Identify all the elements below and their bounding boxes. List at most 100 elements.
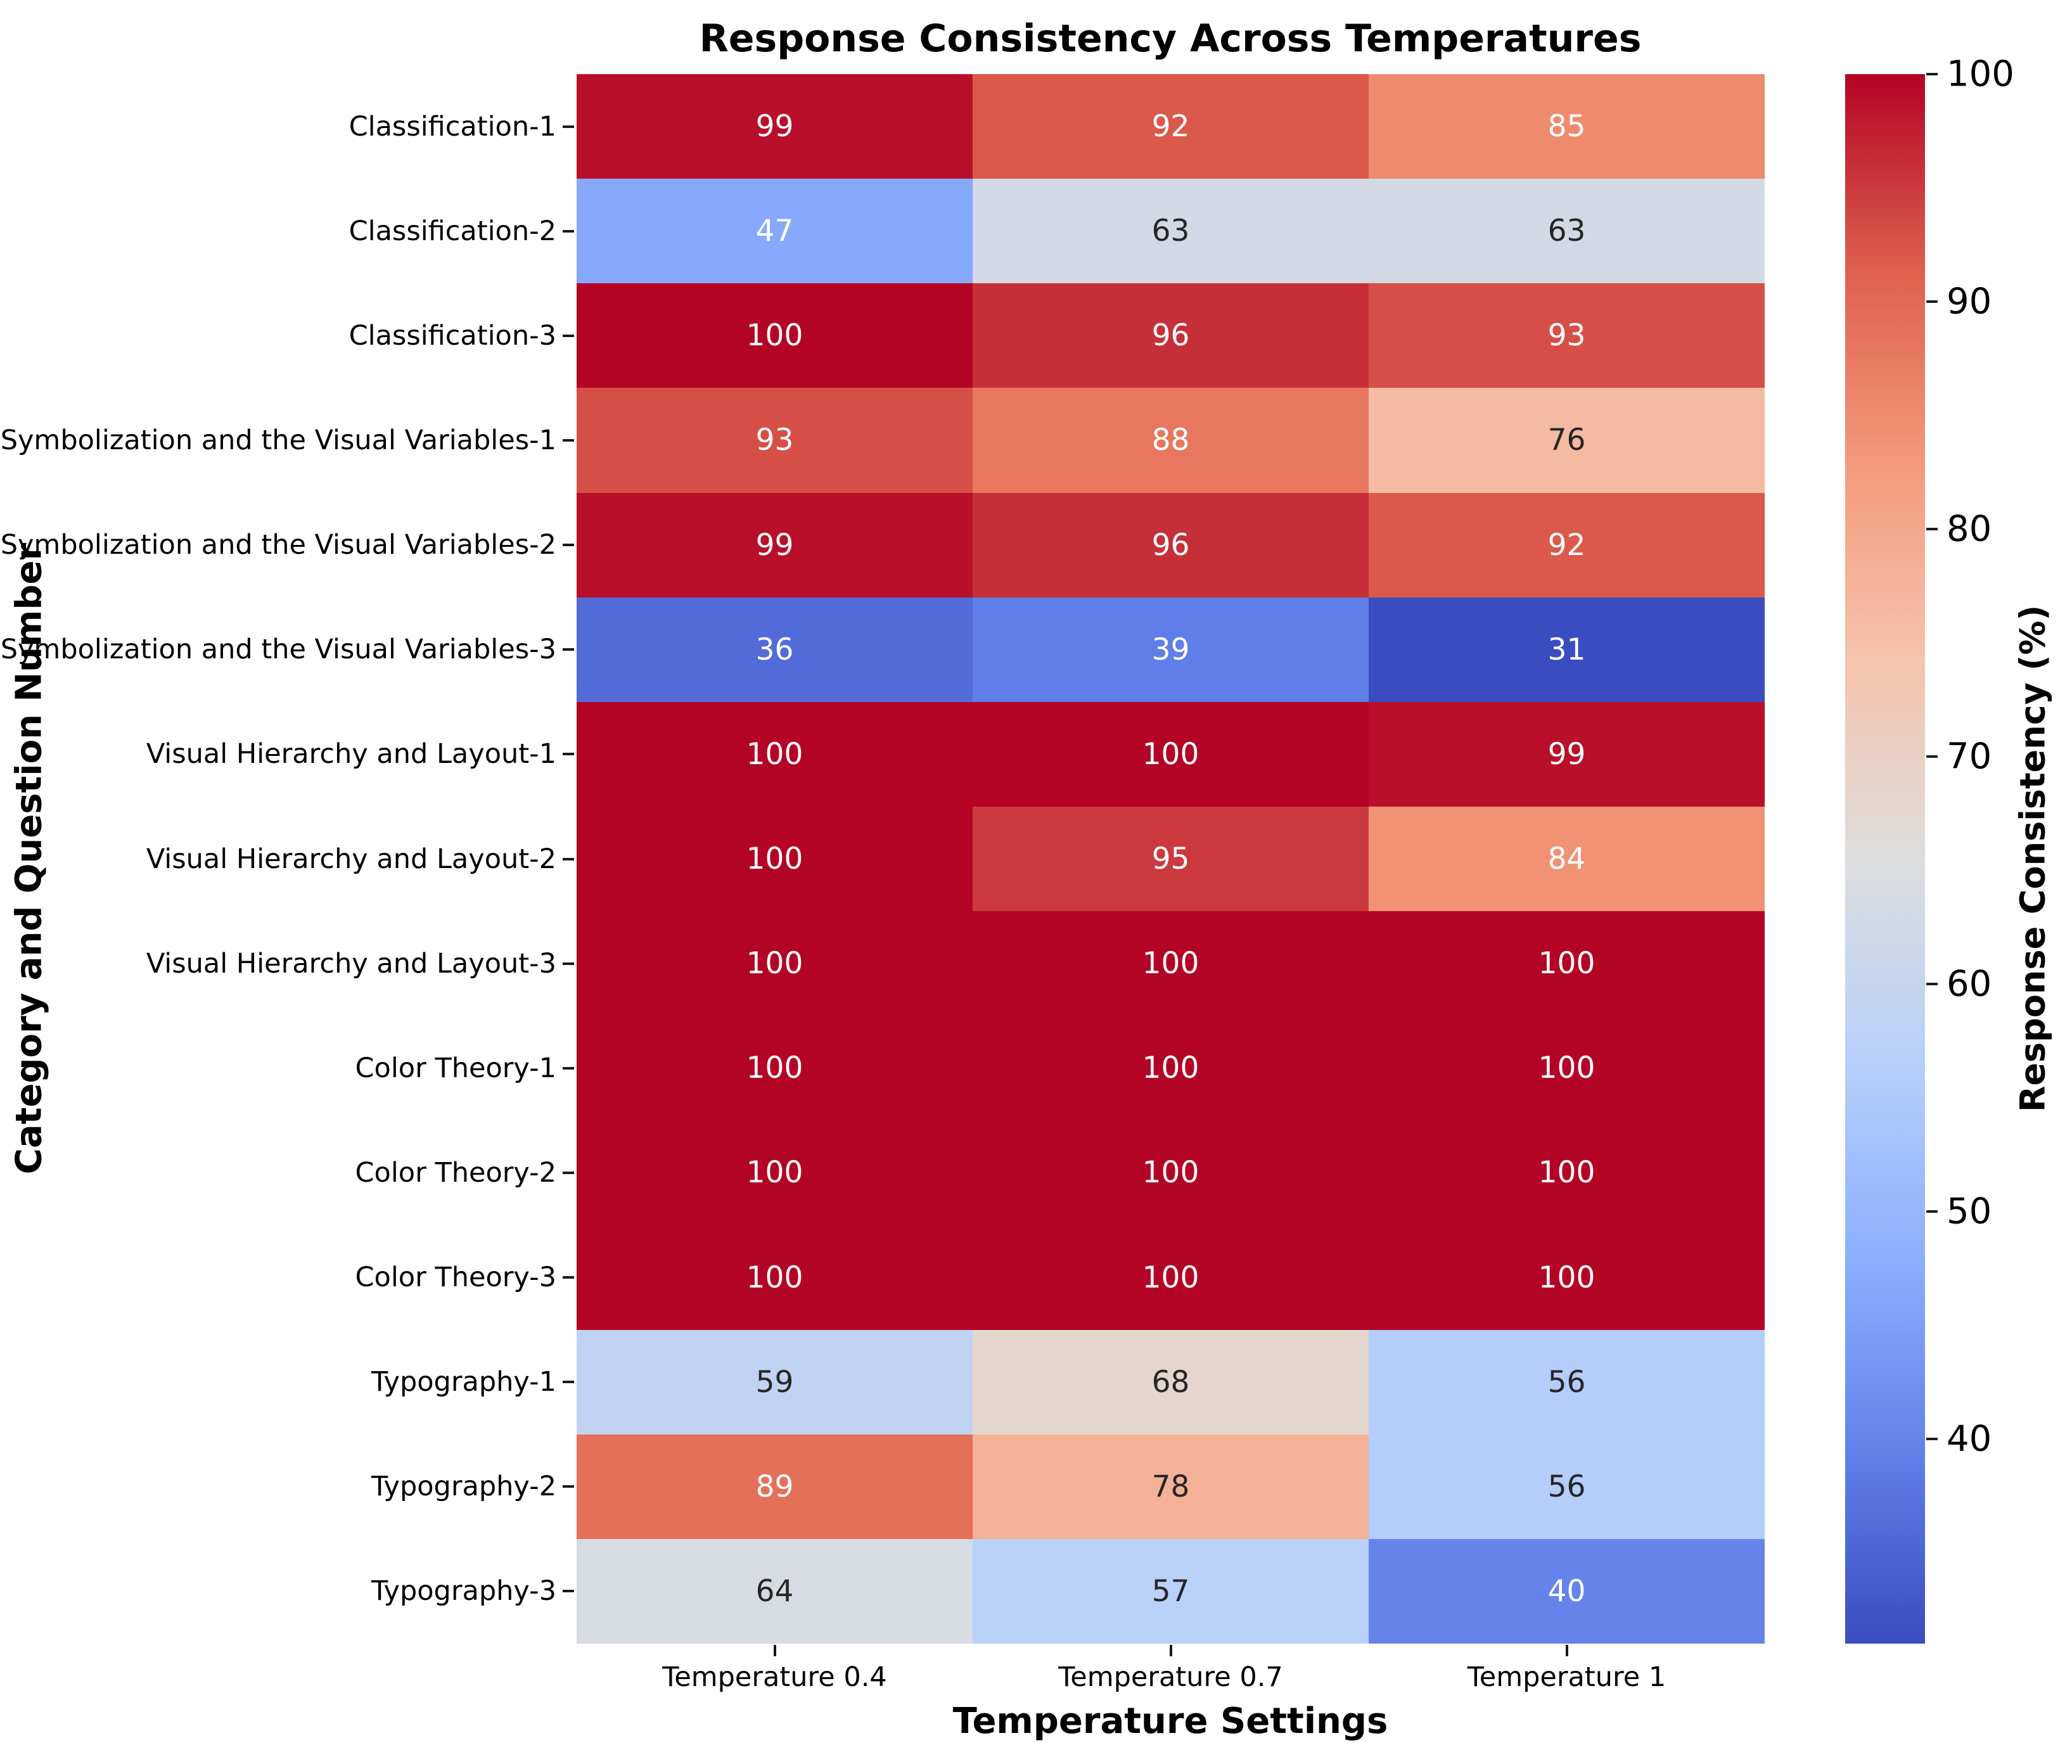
cell-value: 59 [755,1364,794,1400]
chart-title: Response Consistency Across Temperatures [699,16,1642,61]
heatmap-cell: 76 [1369,388,1765,493]
heatmap-cell: 100 [577,701,973,807]
colorbar-tick-mark [1926,1210,1938,1213]
heatmap-cell: 92 [1369,492,1765,598]
cell-value: 31 [1547,632,1586,667]
colorbar-tick-mark [1926,300,1938,303]
y-tick-mark [563,753,574,756]
cell-value: 85 [1547,109,1586,144]
heatmap-cell: 100 [973,701,1369,807]
colorbar-tick-label: 60 [1947,963,1992,1005]
cell-value: 100 [1538,1051,1596,1086]
cell-value: 100 [746,1051,803,1086]
cell-value: 100 [746,946,803,981]
cell-value: 68 [1151,1364,1190,1400]
cell-value: 39 [1151,632,1190,667]
heatmap-cell: 100 [577,1120,973,1225]
cell-value: 93 [755,423,794,458]
heatmap-cell: 100 [973,1016,1369,1121]
heatmap-cell: 100 [973,1225,1369,1330]
heatmap-cell: 36 [577,597,973,702]
colorbar-tick-mark [1926,527,1938,530]
cell-value: 76 [1547,423,1586,458]
cell-value: 47 [755,214,794,249]
heatmap-cell: 39 [973,597,1369,702]
y-tick-mark [563,1066,574,1070]
heatmap-cell: 88 [973,388,1369,493]
y-tick-mark [563,334,574,337]
cell-value: 63 [1547,214,1586,249]
heatmap-cell: 100 [973,1120,1369,1225]
row-tick-label: Visual Hierarchy and Layout-2 [146,843,556,875]
heatmap-cell: 100 [1369,1225,1765,1330]
heatmap-cell: 68 [973,1329,1369,1435]
heatmap-cell: 84 [1369,806,1765,912]
row-tick-label: Classification-2 [349,215,556,247]
heatmap-cell: 99 [577,74,973,179]
heatmap-cell: 78 [973,1434,1369,1539]
cell-value: 88 [1151,423,1190,458]
colorbar-tick-mark [1926,982,1938,985]
cell-value: 100 [1538,1260,1596,1295]
colorbar-tick-mark [1926,1437,1938,1440]
row-tick-label: Visual Hierarchy and Layout-3 [146,947,556,980]
col-tick-label: Temperature 0.4 [662,1661,887,1693]
cell-value: 96 [1151,318,1190,354]
row-tick-label: Typography-1 [371,1366,556,1398]
cell-value: 100 [1142,1155,1199,1191]
cell-value: 56 [1547,1469,1586,1504]
cell-value: 56 [1547,1364,1586,1400]
col-tick-label: Temperature 0.7 [1058,1661,1283,1693]
heatmap-cell: 96 [973,492,1369,598]
row-tick-label: Visual Hierarchy and Layout-1 [146,738,556,770]
heatmap-cell: 99 [577,492,973,598]
heatmap-cell: 96 [973,283,1369,388]
heatmap-cell: 100 [1369,911,1765,1016]
cell-value: 100 [746,318,803,354]
x-tick-mark [773,1645,776,1656]
row-tick-label: Symbolization and the Visual Variables-3 [0,634,556,666]
x-tick-mark [1169,1645,1172,1656]
heatmap-cell: 100 [577,1016,973,1121]
cell-value: 89 [755,1469,794,1504]
heatmap-cell: 31 [1369,597,1765,702]
y-tick-mark [563,1485,574,1488]
row-tick-label: Typography-2 [371,1471,556,1503]
col-tick-label: Temperature 1 [1467,1661,1666,1693]
cell-value: 84 [1547,841,1586,876]
cell-value: 93 [1547,318,1586,354]
colorbar-tick-label: 40 [1947,1418,1992,1460]
y-tick-mark [563,648,574,651]
colorbar-gradient [1845,74,1925,1644]
cell-value: 99 [755,109,794,144]
colorbar-label: Response Consistency (%) [2012,604,2053,1113]
cell-value: 100 [746,736,803,772]
x-axis-label: Temperature Settings [952,1701,1388,1742]
cell-value: 92 [1151,109,1190,144]
cell-value: 100 [1142,946,1199,981]
y-tick-mark [563,962,574,965]
y-tick-mark [563,544,574,547]
row-tick-label: Symbolization and the Visual Variables-2 [0,529,556,561]
heatmap-cell: 40 [1369,1538,1765,1644]
colorbar-tick-label: 70 [1947,736,1992,777]
cell-value: 95 [1151,841,1190,876]
heatmap-cell: 63 [1369,179,1765,284]
heatmap-cell: 100 [1369,1120,1765,1225]
heatmap-cell: 56 [1369,1329,1765,1435]
colorbar [1845,74,1925,1644]
y-tick-mark [563,857,574,860]
colorbar-tick-label: 100 [1947,53,2014,95]
cell-value: 100 [1142,1051,1199,1086]
cell-value: 100 [746,841,803,876]
cell-value: 99 [1547,736,1586,772]
row-tick-label: Symbolization and the Visual Variables-1 [0,424,556,456]
heatmap-cell: 93 [1369,283,1765,388]
row-tick-label: Classification-1 [349,110,556,143]
heatmap-cell: 64 [577,1538,973,1644]
cell-value: 63 [1151,214,1190,249]
colorbar-tick-label: 80 [1947,508,1992,550]
colorbar-tick-mark [1926,73,1938,75]
heatmap-cell: 63 [973,179,1369,284]
x-tick-mark [1565,1645,1568,1656]
